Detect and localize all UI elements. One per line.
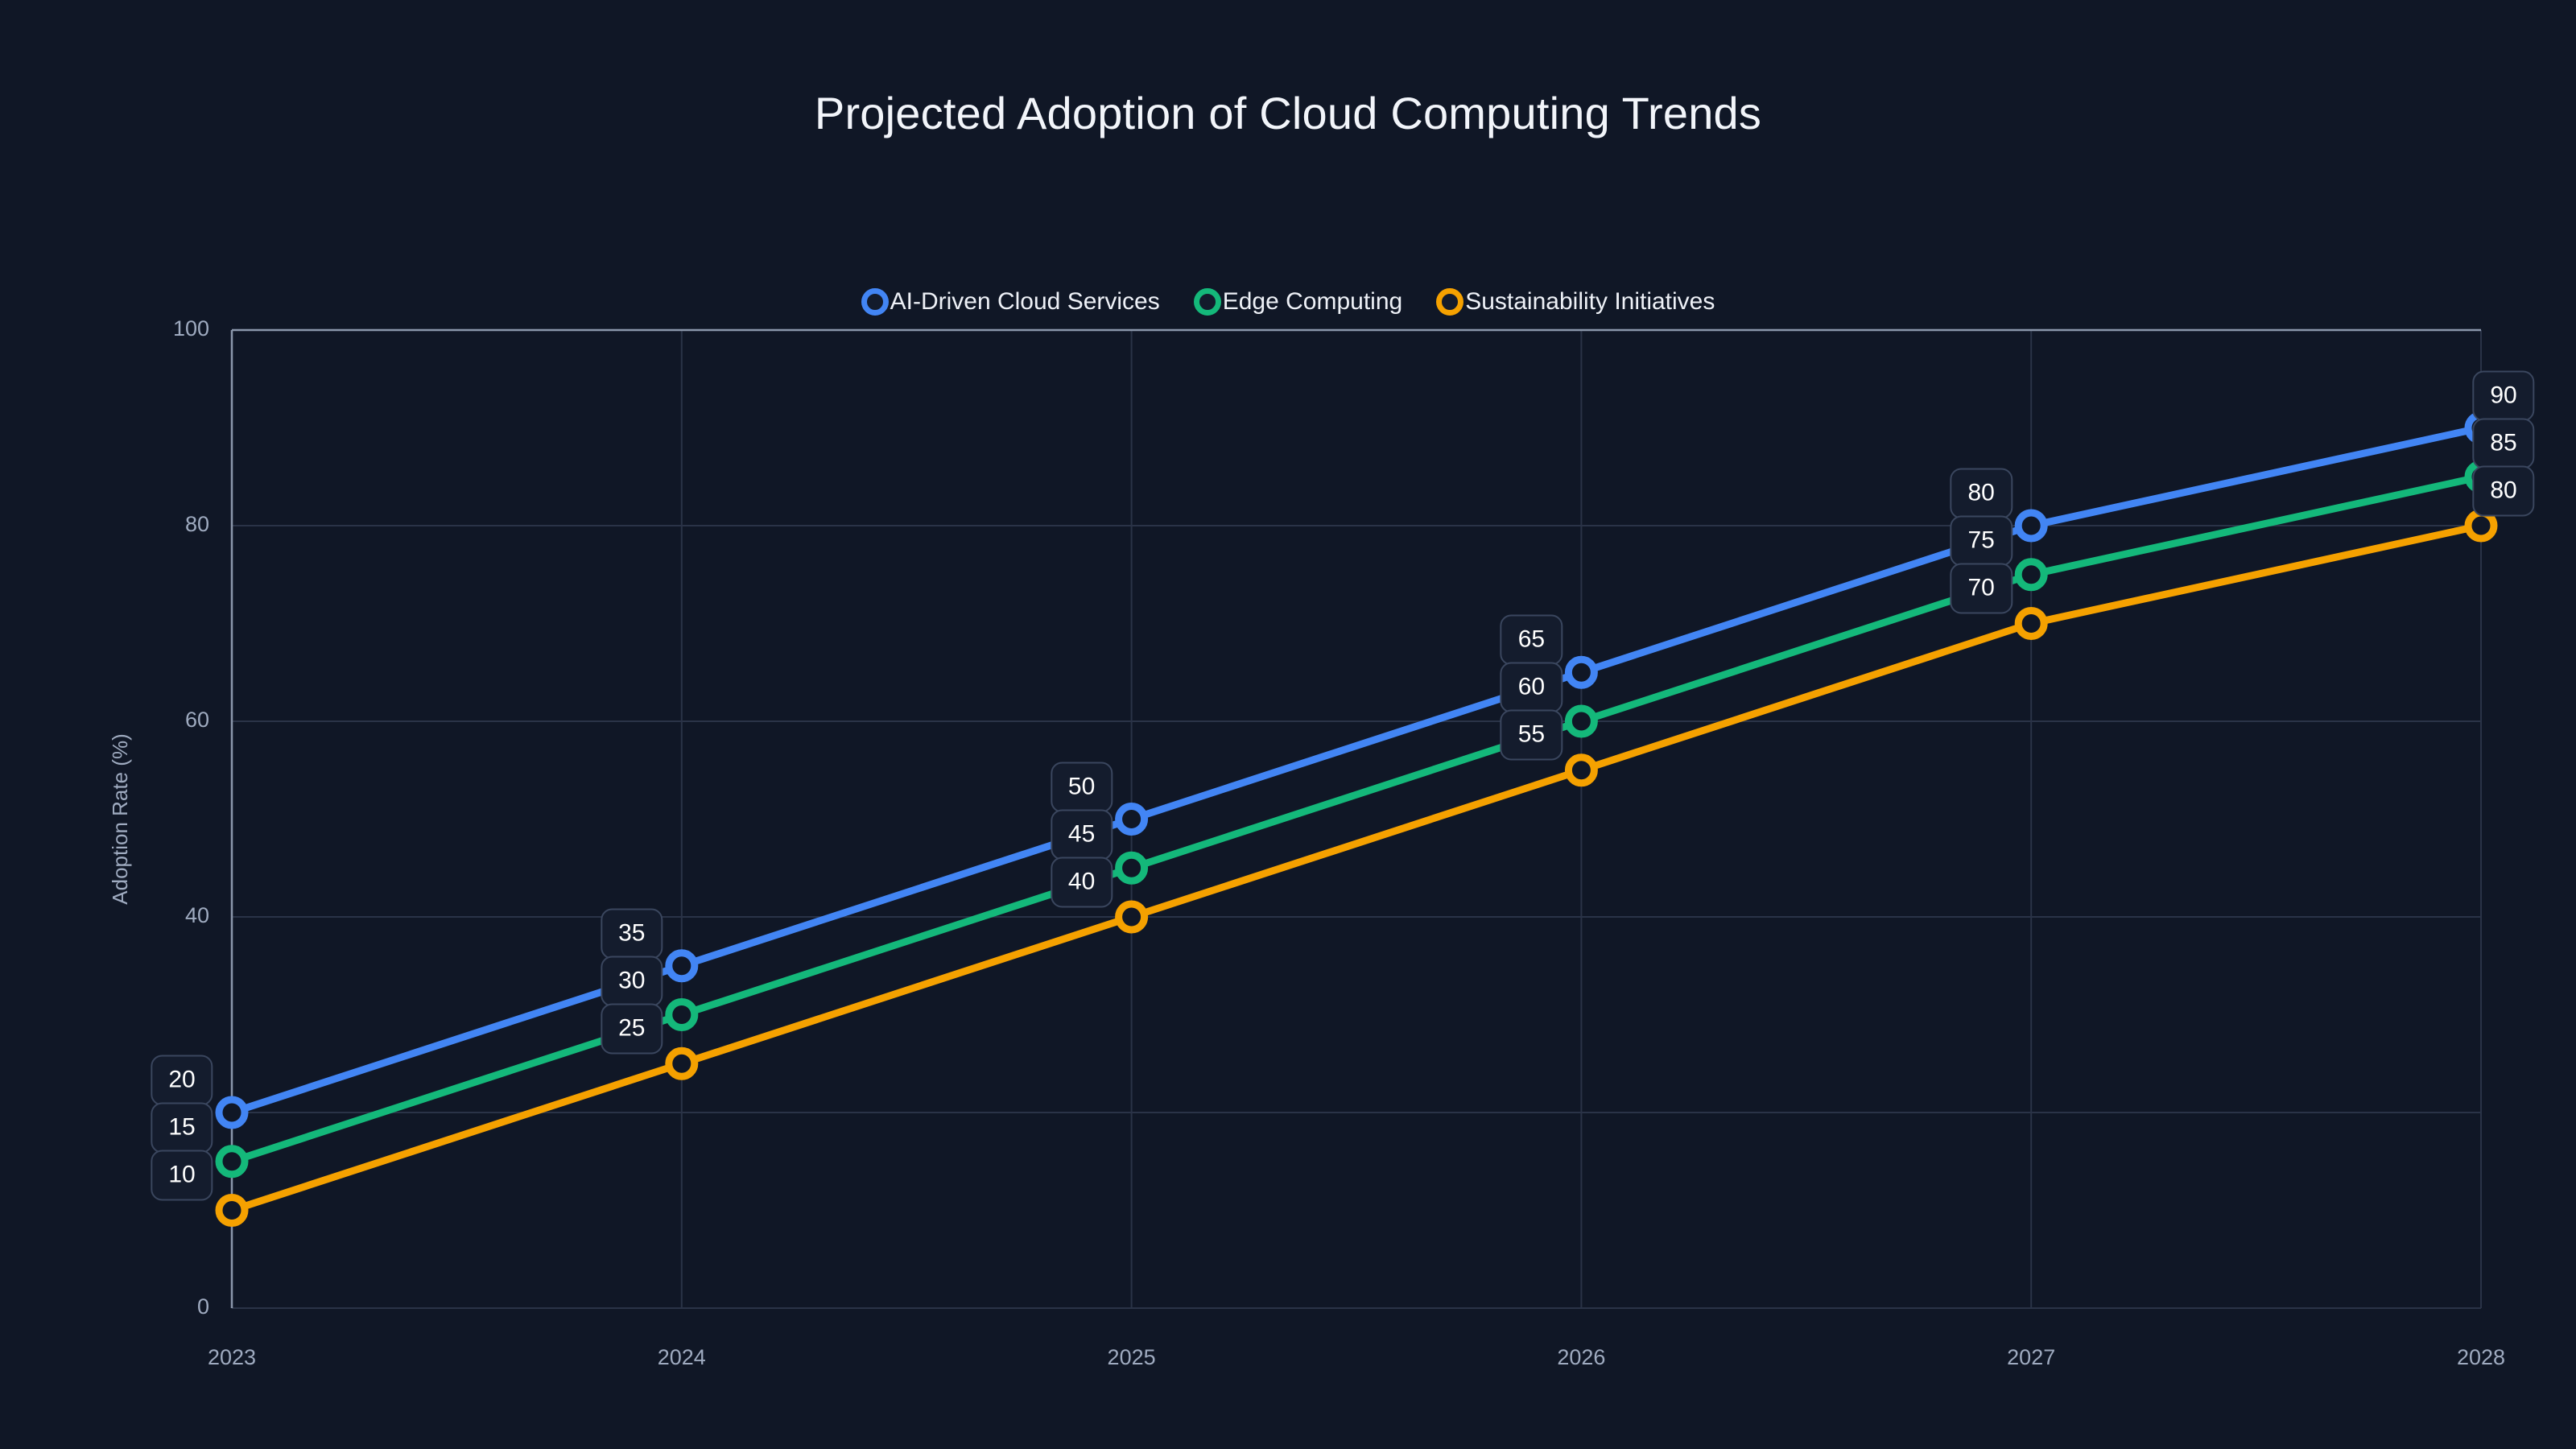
data-label: 70 — [1950, 563, 2013, 614]
data-label: 35 — [601, 908, 663, 960]
data-label: 90 — [2472, 370, 2535, 421]
data-label: 25 — [601, 1003, 663, 1055]
data-point-marker[interactable] — [665, 998, 699, 1031]
x-tick-label: 2027 — [2007, 1345, 2055, 1369]
data-label: 30 — [601, 956, 663, 1007]
y-tick-label: 100 — [173, 316, 209, 341]
data-label: 85 — [2472, 418, 2535, 469]
data-label: 75 — [1950, 515, 2013, 567]
data-point-marker[interactable] — [1115, 851, 1149, 885]
series-line-0 — [228, 424, 2485, 1117]
data-label: 80 — [2472, 465, 2535, 516]
ring-marker-icon — [1193, 288, 1221, 316]
data-point-marker[interactable] — [2014, 607, 2048, 640]
data-label: 40 — [1050, 857, 1113, 907]
data-point-marker[interactable] — [2464, 509, 2498, 543]
page-title: Projected Adoption of Cloud Computing Tr… — [814, 88, 1762, 138]
data-point-marker[interactable] — [2014, 509, 2048, 543]
y-tick-label: 60 — [185, 708, 209, 732]
x-tick-label: 2026 — [1557, 1345, 1605, 1369]
legend-item-0[interactable]: AI-Driven Cloud Services — [861, 288, 1160, 316]
grid-lines — [231, 329, 2482, 1309]
data-label: 80 — [1950, 468, 2013, 519]
y-tick-label: 0 — [197, 1294, 209, 1319]
data-label: 50 — [1050, 762, 1113, 812]
axis-lines — [230, 328, 2481, 1308]
x-tick-label: 2024 — [658, 1345, 706, 1369]
data-point-marker[interactable] — [2014, 558, 2048, 592]
data-point-marker[interactable] — [215, 1194, 249, 1227]
legend-item-1[interactable]: Edge Computing — [1193, 288, 1403, 316]
data-label: 60 — [1500, 662, 1563, 713]
data-label: 15 — [151, 1102, 213, 1154]
data-point-marker[interactable] — [1564, 655, 1598, 689]
legend-item-label: Sustainability Initiatives — [1465, 288, 1715, 315]
legend-item-label: Edge Computing — [1222, 288, 1403, 315]
y-tick-label: 80 — [185, 512, 209, 536]
data-label: 10 — [151, 1150, 213, 1201]
data-point-marker[interactable] — [1564, 704, 1598, 738]
data-point-marker[interactable] — [1564, 753, 1598, 787]
data-point-marker[interactable] — [215, 1145, 249, 1179]
y-axis-title-text: Adoption Rate (%) — [108, 733, 132, 904]
data-point-marker[interactable] — [665, 949, 699, 983]
y-tick-label: 40 — [185, 903, 209, 927]
data-point-marker[interactable] — [665, 1046, 699, 1080]
x-tick-label: 2025 — [1108, 1345, 1156, 1369]
data-point-markers — [215, 411, 2498, 1227]
ring-marker-icon — [1436, 288, 1464, 316]
y-axis-title: Adoption Rate (%) — [108, 733, 132, 904]
series-line-2 — [228, 522, 2485, 1214]
chart-legend: AI-Driven Cloud Services Edge Computing Su… — [0, 288, 2576, 316]
series-lines — [228, 424, 2485, 1214]
data-label: 55 — [1500, 709, 1563, 761]
x-axis-ticks: 2023 2024 2025 2026 2027 2028 — [208, 1345, 2505, 1369]
data-point-marker[interactable] — [1115, 900, 1149, 934]
data-label: 20 — [151, 1055, 213, 1106]
data-point-marker[interactable] — [1115, 803, 1149, 836]
data-label: 65 — [1500, 614, 1563, 666]
legend-item-label: AI-Driven Cloud Services — [890, 288, 1160, 315]
legend-item-2[interactable]: Sustainability Initiatives — [1436, 288, 1715, 316]
series-line-1 — [228, 473, 2485, 1166]
ring-marker-icon — [861, 288, 889, 316]
data-point-marker[interactable] — [215, 1096, 249, 1129]
x-tick-label: 2023 — [208, 1345, 256, 1369]
x-tick-label: 2028 — [2457, 1345, 2505, 1369]
data-label: 45 — [1050, 809, 1113, 860]
